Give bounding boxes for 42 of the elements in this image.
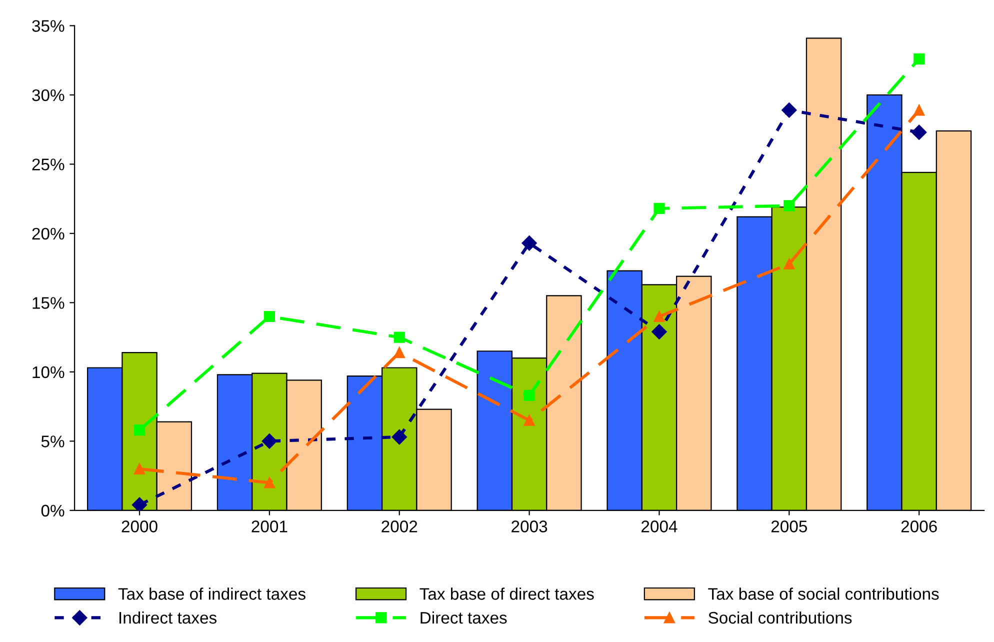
legend-label: Indirect taxes: [120, 611, 217, 624]
point: [394, 332, 405, 343]
y-tick-label: 15%: [32, 297, 64, 309]
x-tick-label: 2004: [642, 520, 678, 532]
point: [784, 200, 795, 212]
x-tick-label: 2003: [512, 520, 548, 532]
x-tick-label: 2001: [252, 520, 288, 532]
point: [524, 390, 535, 401]
point: [652, 324, 667, 340]
point: [134, 424, 146, 436]
y-tick-label: 35%: [32, 20, 64, 32]
point: [784, 258, 795, 270]
x-tick-label: 2005: [771, 520, 808, 532]
point: [394, 346, 405, 358]
y-tick-label: 10%: [32, 366, 64, 378]
point: [132, 497, 148, 510]
x-tick-label: 2006: [901, 520, 937, 532]
point: [524, 414, 535, 426]
point: [134, 463, 146, 474]
point: [912, 124, 927, 140]
x-tick-label: 2000: [122, 520, 158, 532]
y-tick-label: 25%: [32, 158, 64, 170]
legend-label: Tax base of indirect taxes: [118, 588, 306, 600]
point: [262, 434, 278, 449]
point: [264, 310, 275, 322]
y-tick-label: 5%: [41, 436, 64, 448]
legend-label: Tax base of direct taxes: [420, 588, 594, 600]
point: [654, 202, 665, 214]
point: [914, 53, 925, 64]
point: [914, 104, 925, 116]
point: [392, 429, 407, 445]
legend-label: Tax base of social contributions: [708, 588, 939, 600]
point: [522, 236, 537, 251]
y-tick-label: 20%: [32, 228, 64, 240]
x-tick-label: 2002: [382, 520, 418, 532]
point: [782, 102, 797, 118]
point: [264, 477, 275, 488]
y-tick-label: 30%: [32, 89, 64, 102]
legend-label: Direct taxes: [420, 611, 507, 624]
point: [654, 310, 665, 322]
y-tick-label: 0%: [41, 504, 64, 517]
legend-label: Social contributions: [708, 611, 852, 624]
